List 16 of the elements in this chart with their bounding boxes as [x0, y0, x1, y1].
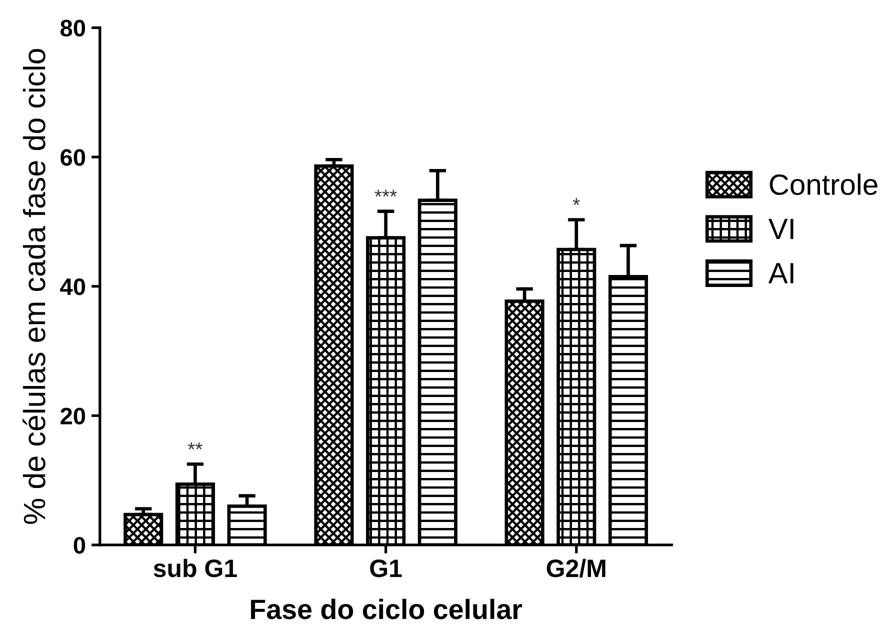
y-tick-label: 40 [60, 278, 86, 296]
legend-label: VI [768, 218, 794, 239]
y-tick-label: 20 [60, 408, 86, 424]
y-axis-title: % de células em cada fase do ciclo [22, 48, 46, 524]
legend-label: AI [768, 263, 794, 284]
annotation: ** [188, 442, 202, 450]
x-tick-label: sub G1 [154, 558, 237, 578]
x-axis-title: Fase do ciclo celular [251, 598, 522, 620]
x-tick-label: G2/M [546, 558, 606, 578]
annotation: * [572, 198, 580, 205]
y-tick-label: 80 [60, 20, 86, 37]
x-tick-label: G1 [370, 560, 402, 578]
y-tick-label: 60 [60, 149, 86, 166]
legend-label: Controle [770, 174, 878, 195]
y-tick-label: 0 [74, 537, 86, 554]
annotation: *** [374, 190, 397, 197]
